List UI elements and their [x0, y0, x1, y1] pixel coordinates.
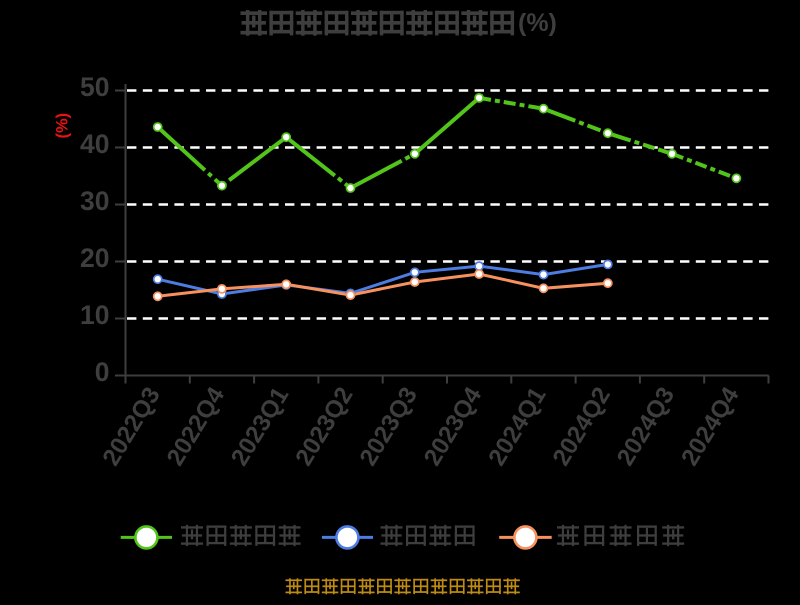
- svg-text:10: 10: [80, 300, 109, 330]
- svg-text:50: 50: [80, 72, 109, 102]
- svg-text:20: 20: [80, 243, 109, 273]
- svg-text:(%): (%): [518, 9, 557, 37]
- svg-text:30: 30: [80, 186, 109, 216]
- svg-text:(%): (%): [54, 113, 72, 139]
- svg-text:0: 0: [95, 357, 110, 387]
- svg-text:40: 40: [80, 129, 109, 159]
